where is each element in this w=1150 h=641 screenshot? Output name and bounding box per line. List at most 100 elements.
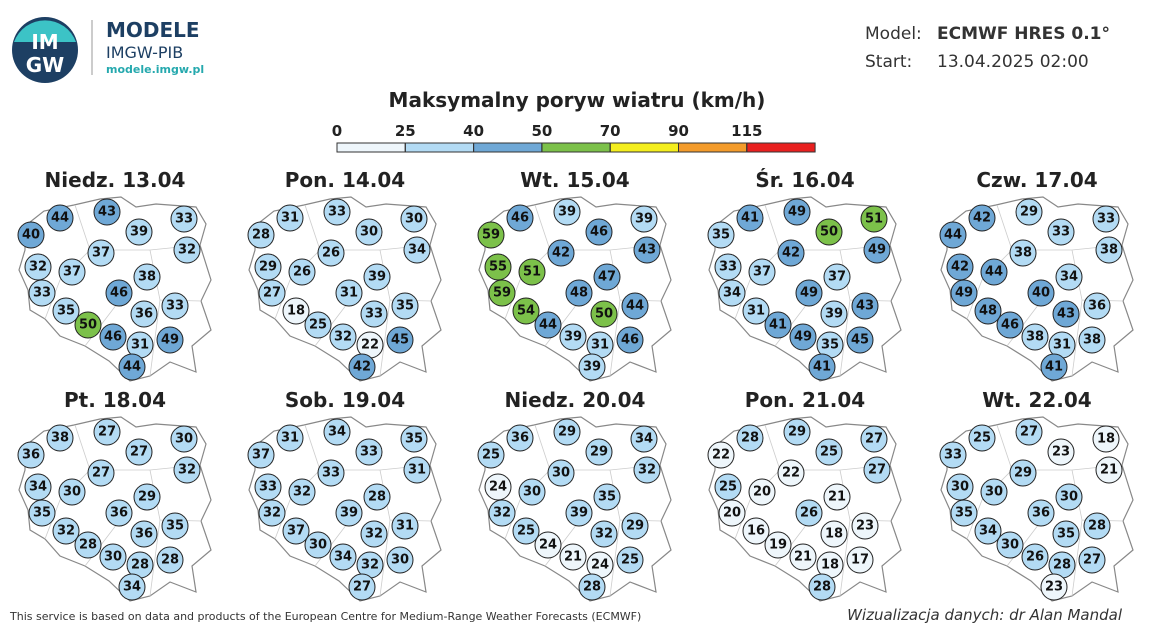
station-marker <box>105 499 133 527</box>
station-marker <box>125 438 153 466</box>
station-value: 30 <box>552 466 570 481</box>
station-marker <box>860 205 888 233</box>
station-value: 48 <box>979 304 997 319</box>
station-value: 30 <box>309 538 327 553</box>
station-value: 20 <box>753 485 771 500</box>
station-value: 42 <box>552 246 570 261</box>
station-marker <box>553 198 581 226</box>
colorbar-segment <box>404 142 475 153</box>
station-marker <box>400 425 428 453</box>
station-value: 32 <box>293 485 311 500</box>
station-value: 30 <box>63 485 81 500</box>
station-value: 41 <box>769 318 787 333</box>
station-value: 16 <box>747 524 765 539</box>
station-value: 27 <box>868 463 886 478</box>
station-value: 34 <box>29 480 47 495</box>
model-label: Model: <box>865 24 922 44</box>
station-value: 28 <box>741 431 759 446</box>
station-value: 37 <box>63 265 81 280</box>
station-marker <box>87 239 115 267</box>
station-value: 30 <box>360 225 378 240</box>
station-marker <box>506 204 534 232</box>
station-marker <box>1009 459 1037 487</box>
station-marker <box>247 441 275 469</box>
station-marker <box>736 424 764 452</box>
station-value: 27 <box>98 425 116 440</box>
station-value: 31 <box>340 286 358 301</box>
station-marker <box>403 456 431 484</box>
colorbar-label: 70 <box>600 122 621 140</box>
station-marker <box>130 300 158 328</box>
station-marker <box>820 520 848 548</box>
station-marker <box>254 253 282 281</box>
station-value: 55 <box>489 260 507 275</box>
station-value: 49 <box>868 243 886 258</box>
station-value: 23 <box>856 519 874 534</box>
station-marker <box>777 239 805 267</box>
station-marker <box>170 425 198 453</box>
station-value: 18 <box>821 558 839 573</box>
station-marker <box>633 456 661 484</box>
station-marker <box>52 517 80 545</box>
station-marker <box>565 499 593 527</box>
station-marker <box>391 512 419 540</box>
station-marker <box>815 438 843 466</box>
station-marker <box>512 517 540 545</box>
station-value: 26 <box>293 265 311 280</box>
map-title: Śr. 16.04 <box>755 168 854 192</box>
station-marker <box>1027 499 1055 527</box>
station-value: 35 <box>166 519 184 534</box>
station-value: 51 <box>523 265 541 280</box>
station-marker <box>748 478 776 506</box>
station-marker <box>323 198 351 226</box>
station-value: 25 <box>621 553 639 568</box>
map-title: Pon. 21.04 <box>745 388 865 412</box>
station-value: 35 <box>396 299 414 314</box>
station-value: 25 <box>719 480 737 495</box>
station-value: 54 <box>517 304 535 319</box>
station-value: 35 <box>405 432 423 447</box>
station-value: 42 <box>973 211 991 226</box>
station-value: 39 <box>368 270 386 285</box>
station-marker <box>823 263 851 291</box>
station-marker <box>820 300 848 328</box>
station-value: 33 <box>1052 225 1070 240</box>
station-marker <box>118 353 146 381</box>
station-marker <box>348 353 376 381</box>
station-value: 39 <box>558 205 576 220</box>
station-value: 27 <box>865 432 883 447</box>
station-marker <box>789 323 817 351</box>
station-value: 29 <box>558 425 576 440</box>
station-value: 31 <box>1053 338 1071 353</box>
station-value: 28 <box>1053 558 1071 573</box>
station-value: 42 <box>951 260 969 275</box>
station-value: 35 <box>1057 527 1075 542</box>
station-value: 29 <box>259 260 277 275</box>
station-marker <box>946 473 974 501</box>
station-value: 27 <box>1020 425 1038 440</box>
station-value: 41 <box>1045 360 1063 375</box>
station-marker <box>360 520 388 548</box>
weather-map: Wt. 22.04 25 27 23 18 33 29 21 30 30 30 36 35 34 28 35 3… <box>939 388 1134 602</box>
station-marker <box>173 236 201 264</box>
map-title: Sob. 19.04 <box>285 388 405 412</box>
station-value: 35 <box>57 304 75 319</box>
station-value: 41 <box>813 360 831 375</box>
station-value: 25 <box>309 318 327 333</box>
url[interactable]: modele.imgw.pl <box>106 63 204 76</box>
station-value: 28 <box>131 558 149 573</box>
colorbar-segment <box>609 142 680 153</box>
station-value: 50 <box>79 318 97 333</box>
station-value: 34 <box>328 425 346 440</box>
station-marker <box>329 323 357 351</box>
station-value: 31 <box>747 304 765 319</box>
colorbar-segment <box>336 142 406 153</box>
station-marker <box>1052 300 1080 328</box>
station-marker <box>518 478 546 506</box>
station-value: 47 <box>598 270 616 285</box>
station-marker <box>17 221 45 249</box>
station-value: 29 <box>1014 466 1032 481</box>
colorbar-label: 40 <box>463 122 484 140</box>
station-marker <box>714 473 742 501</box>
station-marker <box>547 459 575 487</box>
